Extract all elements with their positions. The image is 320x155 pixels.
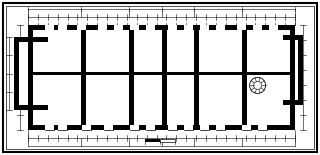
Bar xyxy=(145,139,160,142)
Bar xyxy=(45,125,54,130)
Bar xyxy=(98,25,107,30)
Bar xyxy=(60,55,67,69)
Bar xyxy=(28,25,295,30)
Bar xyxy=(168,25,177,30)
Bar xyxy=(58,125,67,130)
Bar xyxy=(243,125,252,130)
Bar xyxy=(114,25,123,30)
Bar xyxy=(269,25,278,30)
Bar xyxy=(259,125,268,130)
Bar xyxy=(200,25,209,30)
Bar xyxy=(130,25,134,130)
Bar xyxy=(253,25,262,30)
Bar xyxy=(146,125,155,130)
Bar xyxy=(168,125,177,130)
Bar xyxy=(298,35,303,105)
Bar xyxy=(184,125,193,130)
Bar xyxy=(103,55,110,69)
Bar xyxy=(130,125,139,130)
Bar xyxy=(184,25,193,30)
Bar xyxy=(283,100,303,105)
Bar xyxy=(58,25,67,30)
Bar xyxy=(104,125,113,130)
Bar xyxy=(45,125,54,130)
Bar xyxy=(77,25,86,30)
Circle shape xyxy=(250,77,266,93)
Bar xyxy=(14,37,48,110)
Bar xyxy=(130,125,139,130)
Bar xyxy=(167,115,183,123)
Bar xyxy=(162,25,166,130)
Bar xyxy=(73,55,80,69)
Bar xyxy=(146,55,153,69)
Bar xyxy=(168,125,177,130)
Bar xyxy=(82,125,91,130)
Bar xyxy=(146,115,162,123)
Bar xyxy=(237,25,246,30)
Bar xyxy=(184,25,193,30)
Bar xyxy=(146,125,155,130)
Bar xyxy=(253,25,262,30)
Bar xyxy=(77,25,86,30)
Bar xyxy=(28,25,295,130)
Bar xyxy=(200,125,209,130)
Bar xyxy=(79,115,95,123)
Bar xyxy=(114,25,123,30)
Bar xyxy=(259,125,268,130)
Bar xyxy=(216,125,225,130)
Bar xyxy=(175,55,182,69)
Bar xyxy=(228,115,244,123)
Bar xyxy=(82,125,91,130)
Bar xyxy=(130,25,139,30)
Bar xyxy=(58,25,67,30)
Bar xyxy=(242,25,247,130)
Bar xyxy=(216,25,225,30)
Bar xyxy=(146,25,155,30)
Bar xyxy=(184,125,193,130)
Bar xyxy=(104,125,113,130)
Bar xyxy=(45,25,54,30)
Bar xyxy=(202,115,218,123)
Bar xyxy=(116,55,123,69)
Bar xyxy=(207,55,214,69)
Bar xyxy=(146,25,155,30)
Bar xyxy=(269,25,278,30)
Bar xyxy=(200,125,209,130)
Bar xyxy=(200,25,209,30)
Bar xyxy=(290,25,295,130)
Bar xyxy=(58,125,67,130)
Bar xyxy=(28,125,295,130)
Bar xyxy=(45,25,54,30)
Bar xyxy=(243,125,252,130)
Bar xyxy=(28,25,33,130)
Bar xyxy=(228,55,235,69)
Bar xyxy=(216,125,225,130)
Bar xyxy=(188,55,195,69)
Bar xyxy=(160,139,175,142)
Bar xyxy=(14,37,19,110)
Bar xyxy=(168,25,177,30)
Bar xyxy=(47,55,54,69)
Bar xyxy=(14,37,48,42)
Bar xyxy=(130,25,139,30)
Bar xyxy=(283,35,303,40)
Bar xyxy=(216,25,225,30)
Bar xyxy=(28,72,295,75)
Bar xyxy=(108,115,124,123)
Bar xyxy=(81,25,86,130)
Bar xyxy=(194,25,198,130)
Bar xyxy=(237,25,246,30)
Bar xyxy=(283,35,303,105)
Bar xyxy=(98,25,107,30)
Bar xyxy=(14,105,48,110)
